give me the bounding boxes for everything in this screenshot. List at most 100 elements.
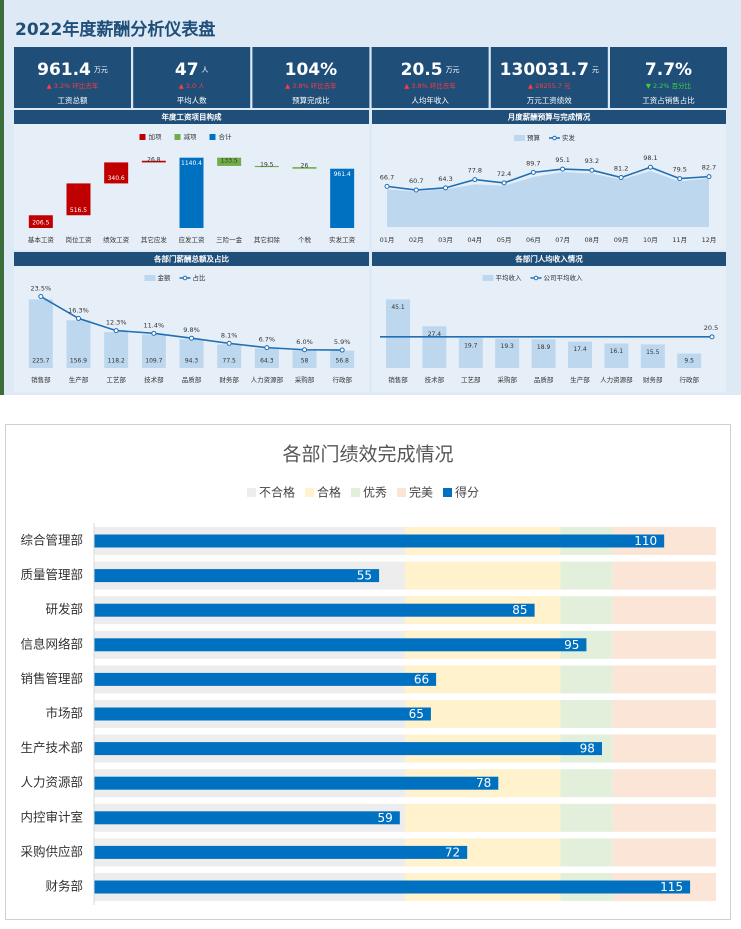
bar — [495, 338, 520, 368]
x-tick-label: 生产部 — [570, 375, 590, 384]
x-tick-label: 实发工资 — [329, 235, 356, 244]
panel-header — [14, 252, 369, 266]
data-label: 115 — [660, 880, 683, 894]
waterfall-bar — [217, 157, 242, 166]
point — [501, 180, 507, 186]
legend-swatch — [144, 275, 156, 281]
data-label: 72.4 — [497, 170, 511, 178]
x-tick-label: 行政部 — [332, 375, 352, 384]
data-label: 9.8% — [183, 326, 200, 334]
kpi-label: 万元工资绩效 — [527, 95, 572, 105]
band — [612, 734, 716, 763]
kpi-number: 7.7% — [645, 60, 692, 80]
kpi-card — [252, 47, 370, 108]
x-tick-label: 02月 — [409, 236, 424, 244]
legend-swatch — [514, 135, 525, 141]
bar — [179, 339, 204, 368]
band — [405, 561, 561, 590]
waterfall-bar — [292, 167, 317, 169]
data-label: 19.3 — [501, 343, 515, 350]
data-label: 26 — [301, 163, 309, 170]
kpi-number: 130031.7 — [500, 60, 589, 80]
point — [76, 315, 82, 321]
band — [560, 665, 613, 694]
kpi-change: ▼ 2.2% 百分比 — [646, 81, 692, 90]
data-label: 19.5 — [260, 161, 274, 168]
data-label: 23.5% — [31, 285, 52, 293]
bar — [94, 569, 380, 583]
band — [560, 838, 613, 867]
bar — [94, 603, 535, 617]
kpi-unit: 万元 — [94, 66, 108, 74]
point — [560, 166, 566, 172]
bar — [386, 299, 410, 368]
y-tick-label: 研发部 — [45, 602, 83, 617]
x-tick-label: 03月 — [438, 236, 453, 244]
point — [706, 174, 712, 180]
y-tick-label: 综合管理部 — [20, 533, 83, 548]
bar — [422, 326, 447, 368]
data-label: 17.4 — [573, 346, 587, 353]
waterfall-bar — [66, 183, 91, 216]
bar — [94, 776, 499, 790]
point — [264, 345, 270, 351]
data-label: 27.4 — [428, 331, 442, 338]
bar — [640, 344, 665, 368]
data-label: 961.4 — [334, 171, 351, 178]
data-label: 81.2 — [614, 165, 628, 173]
x-tick-label: 05月 — [497, 236, 512, 244]
waterfall-bar — [28, 215, 53, 228]
data-label: 9.5 — [684, 358, 694, 365]
band — [560, 596, 613, 625]
band — [612, 630, 716, 659]
data-label: 118.2 — [108, 358, 125, 365]
x-tick-label: 人力资源部 — [600, 375, 633, 384]
y-tick-label: 信息网络部 — [20, 636, 83, 651]
legend-label: 加项 — [149, 132, 163, 141]
data-label: 11.4% — [144, 321, 165, 329]
data-label: 16.1 — [610, 348, 624, 355]
x-tick-label: 品质部 — [534, 375, 554, 384]
legend-swatch — [351, 488, 360, 497]
kpi-change: ▲ 28255.7 元 — [528, 82, 571, 90]
kpi-label: 预算完成比 — [292, 95, 330, 105]
waterfall-bar — [254, 165, 279, 168]
bar — [604, 343, 629, 368]
data-label: 340.6 — [108, 175, 125, 182]
kpi-change: ▲ 3.0 人 — [179, 82, 205, 90]
band — [560, 700, 613, 728]
band — [612, 596, 716, 625]
band — [612, 700, 716, 728]
point — [113, 328, 119, 334]
data-label: 58 — [301, 358, 309, 365]
bar — [94, 707, 431, 721]
band — [612, 561, 716, 590]
bar — [531, 339, 556, 368]
legend-label: 减项 — [184, 132, 198, 141]
data-label: 79.5 — [672, 166, 686, 174]
kpi-number: 20.5 — [401, 60, 443, 80]
x-tick-label: 工艺部 — [106, 375, 126, 384]
legend-label: 优秀 — [363, 486, 387, 500]
data-label: 133.5 — [221, 157, 238, 164]
point — [589, 167, 595, 173]
x-tick-label: 09月 — [614, 236, 629, 244]
point — [530, 169, 536, 175]
x-tick-label: 行政部 — [679, 375, 699, 384]
point — [384, 183, 390, 189]
x-tick-label: 财务部 — [643, 375, 663, 384]
kpi-change: ▲ 3.2% 环比去年 — [47, 81, 99, 90]
x-tick-label: 04月 — [467, 236, 482, 244]
x-tick-label: 工艺部 — [461, 375, 481, 384]
legend-label: 得分 — [455, 485, 479, 500]
waterfall-bar — [141, 160, 166, 163]
x-tick-label: 个税 — [298, 235, 312, 244]
kpi-value: 130031.7 元 — [500, 60, 599, 80]
data-label: 98 — [580, 742, 595, 756]
panel — [372, 252, 726, 392]
panel-title: 年度工资项目构成 — [162, 112, 222, 122]
area — [387, 170, 709, 227]
band — [405, 803, 561, 832]
legend-swatch — [397, 488, 406, 497]
x-tick-label: 06月 — [526, 236, 541, 244]
